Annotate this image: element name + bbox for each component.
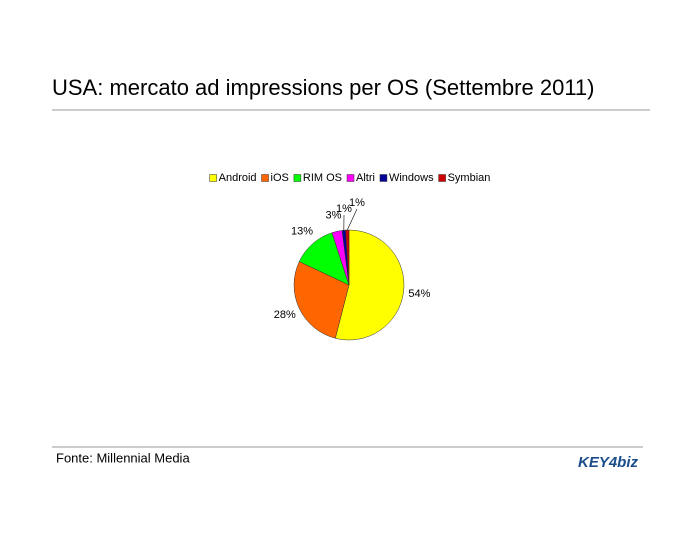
legend-label: Altri xyxy=(356,172,375,184)
legend-label: Symbian xyxy=(448,172,491,184)
legend-swatch xyxy=(293,174,302,182)
legend-swatch xyxy=(438,174,446,182)
data-label: 3% xyxy=(326,210,342,222)
legend-swatch xyxy=(261,174,269,182)
legend-label: Android xyxy=(219,172,257,184)
chart-title: USA: mercato ad impressions per OS (Sett… xyxy=(52,75,594,100)
legend-swatch xyxy=(346,174,355,182)
legend-swatch xyxy=(209,174,217,182)
source: Fonte: Millennial Media xyxy=(56,450,190,465)
data-label: 1% xyxy=(349,197,365,209)
legend-swatch xyxy=(379,174,388,182)
pie-slice xyxy=(335,229,405,341)
pie-slice xyxy=(345,229,350,286)
logo: KEY4biz xyxy=(578,454,639,471)
data-label: 1% xyxy=(336,203,352,215)
leader-line xyxy=(347,208,358,231)
legend-label: RIM OS xyxy=(303,172,342,184)
data-label: 28% xyxy=(274,309,296,321)
legend-label: Windows xyxy=(389,172,434,184)
data-label: 13% xyxy=(291,226,313,238)
pie: 54%28%13%3%1%1% xyxy=(274,197,431,341)
legend-label: iOS xyxy=(271,172,289,184)
legend: Android iOS RIM OS Altri Windows Symbian xyxy=(209,172,491,184)
pie-slice xyxy=(293,261,350,339)
data-label: 54% xyxy=(408,288,430,300)
